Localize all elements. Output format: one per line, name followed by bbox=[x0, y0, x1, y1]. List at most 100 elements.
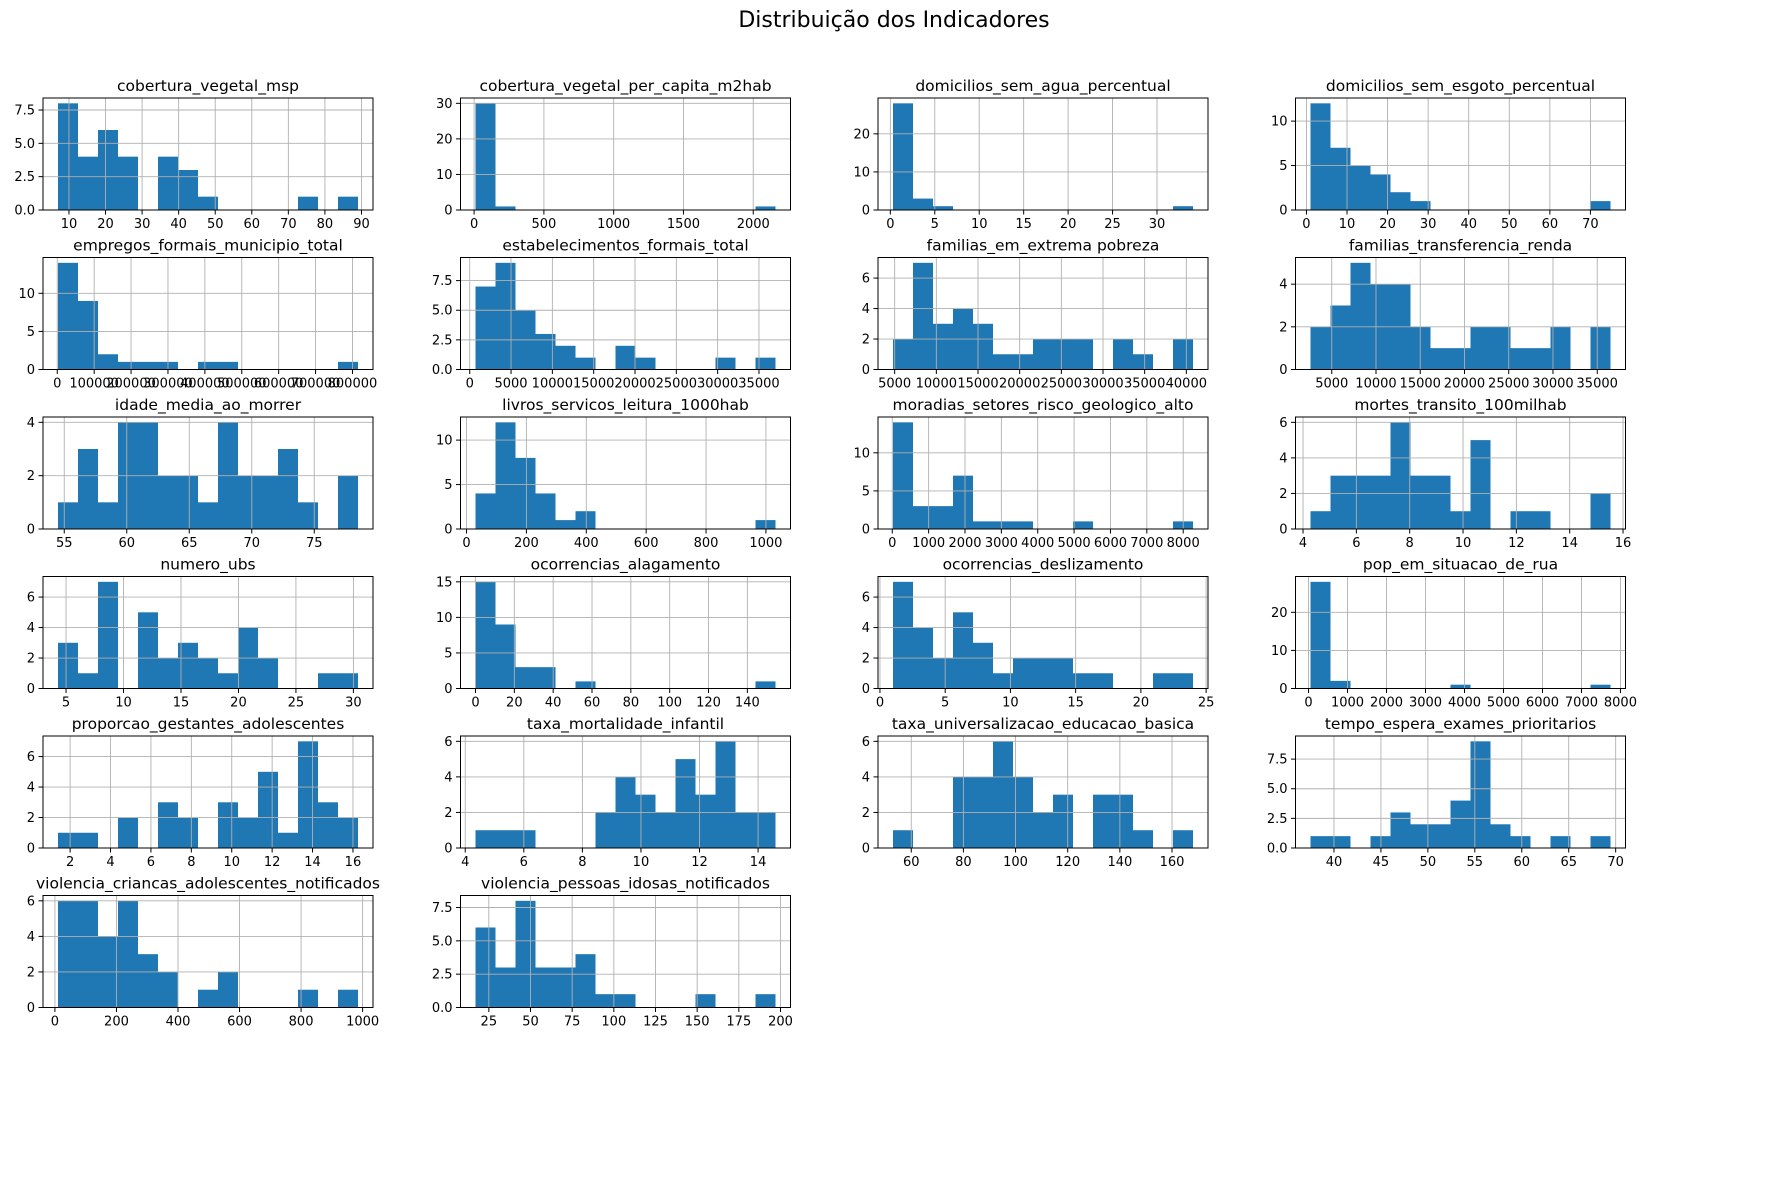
x-tick-label: 40 bbox=[170, 217, 187, 232]
histogram-bar bbox=[1590, 836, 1611, 848]
histogram-bar bbox=[158, 156, 178, 210]
axes-spines bbox=[877, 576, 1209, 689]
histogram-bar bbox=[278, 449, 298, 529]
x-tick-label: 20000 bbox=[999, 377, 1040, 392]
x-tick-label: 70 bbox=[1607, 855, 1624, 870]
axes-spines bbox=[42, 257, 374, 370]
histogram-bar bbox=[1490, 824, 1511, 848]
histogram-bar bbox=[1510, 511, 1531, 529]
x-tick-label: 0 bbox=[471, 696, 479, 711]
y-tick-label: 6 bbox=[27, 591, 35, 606]
subplot-taxa_mortalidade_infantil: taxa_mortalidade_infantil 4 6 8 10 12 14 0 2 4 6 bbox=[444, 715, 791, 870]
histogram-bar bbox=[198, 989, 218, 1008]
y-tick-label: 0 bbox=[1279, 363, 1287, 378]
y-tick-label: 0.0 bbox=[432, 363, 453, 378]
histogram-bar bbox=[893, 103, 913, 210]
x-tick-label: 70 bbox=[1582, 217, 1599, 232]
histogram-bar bbox=[1370, 475, 1391, 529]
axes-spines bbox=[1295, 576, 1626, 689]
y-tick-label: 6 bbox=[862, 272, 870, 287]
y-tick-label: 6 bbox=[862, 591, 870, 606]
y-tick-label: 4 bbox=[862, 621, 870, 636]
subplot-violencia_criancas_adolescentes_notificados: violencia_criancas_adolescentes_notifica… bbox=[27, 875, 380, 1030]
x-tick-label: 600 bbox=[227, 1015, 252, 1030]
x-tick-label: 0 bbox=[53, 377, 61, 392]
histogram-bar bbox=[298, 989, 318, 1008]
histogram-bar bbox=[218, 673, 238, 689]
y-tick-label: 0 bbox=[27, 842, 35, 857]
histogram-bar bbox=[1093, 673, 1113, 689]
subplot-cobertura_vegetal_per_capita_m2hab: cobertura_vegetal_per_capita_m2hab 0 500 10… bbox=[436, 77, 791, 232]
subplot-title: violencia_pessoas_idosas_notificados bbox=[481, 875, 770, 894]
x-tick-label: 5000 bbox=[1058, 536, 1091, 551]
histogram-bar bbox=[1350, 165, 1371, 210]
histogram-bar bbox=[178, 642, 198, 689]
x-tick-label: 20000 bbox=[614, 377, 655, 392]
x-tick-label: 4 bbox=[1299, 536, 1307, 551]
y-tick-label: 2 bbox=[27, 469, 35, 484]
subplot-title: taxa_mortalidade_infantil bbox=[527, 715, 724, 734]
histogram-bar bbox=[1410, 824, 1431, 848]
histogram-bar bbox=[893, 339, 913, 370]
x-tick-label: 7000 bbox=[1565, 696, 1598, 711]
histogram-bar bbox=[58, 900, 78, 1008]
x-tick-label: 1000 bbox=[749, 536, 782, 551]
histogram-bar bbox=[475, 830, 496, 848]
histogram-bar bbox=[555, 967, 576, 1008]
x-tick-label: 16 bbox=[345, 855, 362, 870]
x-tick-label: 2000 bbox=[1370, 696, 1403, 711]
histogram-bar bbox=[495, 624, 516, 689]
x-tick-label: 125 bbox=[643, 1015, 668, 1030]
histogram-bar bbox=[218, 971, 238, 1008]
histogram-bar bbox=[158, 971, 178, 1008]
x-tick-label: 20 bbox=[230, 696, 247, 711]
subplot-numero_ubs: numero_ubs 5 10 15 20 25 30 0 2 4 6 bbox=[27, 556, 374, 711]
subplot-violencia_pessoas_idosas_notificados: violencia_pessoas_idosas_notificados 25 50… bbox=[432, 875, 793, 1030]
y-tick-label: 4 bbox=[27, 621, 35, 636]
histogram-bar bbox=[1053, 339, 1073, 370]
subplot-domicilios_sem_agua_percentual: domicilios_sem_agua_percentual 0 5 10 15 20 25… bbox=[853, 77, 1209, 232]
histogram-bar bbox=[893, 422, 913, 529]
histogram-bar bbox=[78, 673, 98, 689]
x-tick-label: 700000 bbox=[291, 377, 341, 392]
figure-title: Distribuição dos Indicadores bbox=[738, 8, 1050, 33]
x-tick-label: 0 bbox=[1302, 217, 1310, 232]
x-tick-label: 25 bbox=[288, 696, 305, 711]
x-tick-label: 8 bbox=[1406, 536, 1414, 551]
x-tick-label: 10 bbox=[633, 855, 650, 870]
y-tick-label: 0 bbox=[444, 842, 452, 857]
histogram-bar bbox=[1430, 348, 1451, 370]
histogram-bar bbox=[675, 759, 696, 848]
subplot-title: estabelecimentos_formais_total bbox=[502, 237, 748, 256]
histogram-bar bbox=[198, 196, 218, 210]
x-tick-label: 120 bbox=[1055, 855, 1080, 870]
histogram-bar bbox=[1310, 103, 1331, 210]
histogram-bar bbox=[1410, 475, 1431, 529]
y-tick-label: 0.0 bbox=[432, 1001, 453, 1016]
x-tick-label: 15 bbox=[1067, 696, 1084, 711]
y-tick-label: 5.0 bbox=[14, 137, 35, 152]
histogram-bar bbox=[535, 667, 556, 689]
histogram-bar bbox=[1093, 794, 1113, 848]
histogram-bar bbox=[755, 812, 776, 848]
subplot-title: domicilios_sem_agua_percentual bbox=[915, 77, 1170, 96]
subplot-cobertura_vegetal_msp: cobertura_vegetal_msp 10 20 30 40 50 60 70 80 90 0… bbox=[14, 77, 374, 232]
subplot-title: familias_transferencia_renda bbox=[1349, 237, 1572, 256]
x-tick-label: 25 bbox=[1104, 217, 1121, 232]
histogram-bar bbox=[238, 817, 258, 848]
x-tick-label: 0 bbox=[888, 536, 896, 551]
histogram-bar bbox=[1310, 836, 1331, 848]
x-tick-label: 5 bbox=[941, 696, 949, 711]
histogram-bar bbox=[278, 832, 298, 848]
x-tick-label: 200 bbox=[768, 1015, 793, 1030]
axes-spines bbox=[42, 735, 374, 849]
histogram-bar bbox=[1053, 794, 1073, 848]
x-tick-label: 14 bbox=[1561, 536, 1578, 551]
histogram-bar bbox=[755, 681, 776, 689]
subplot-title: ocorrencias_alagamento bbox=[531, 556, 721, 575]
y-tick-label: 2 bbox=[27, 965, 35, 980]
x-tick-label: 65 bbox=[181, 536, 198, 551]
x-tick-label: 60 bbox=[584, 696, 601, 711]
histogram-bar bbox=[1113, 794, 1133, 848]
